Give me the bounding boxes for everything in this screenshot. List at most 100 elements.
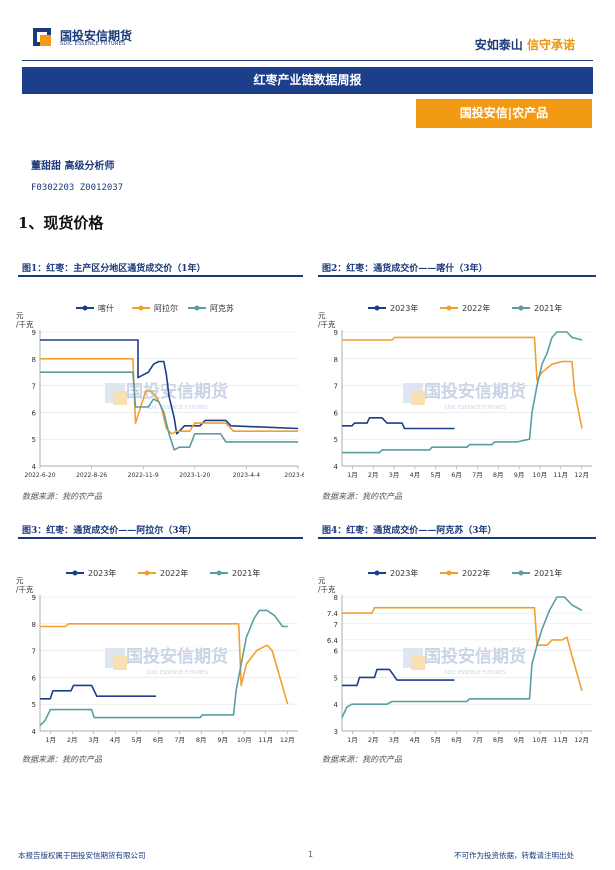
- y-tick-label: 7: [334, 621, 338, 629]
- watermark-text: 国投安信期货: [126, 381, 228, 402]
- x-tick-label: 3月: [389, 471, 400, 479]
- y-tick-label: 8: [334, 356, 338, 364]
- series-line-3: [342, 331, 583, 454]
- figure-1-title: 图1：红枣：主产区分地区通货成交价（1年）: [22, 264, 206, 274]
- legend-marker-3: [194, 305, 200, 311]
- figure-3-rule: [18, 537, 303, 539]
- x-tick-label: 2022-6-20: [24, 472, 55, 479]
- figure-1-rule: [18, 275, 303, 277]
- x-tick-label: 2月: [67, 736, 78, 744]
- y-tick-label: 6: [334, 648, 339, 656]
- y-tick-label: 5: [32, 701, 36, 709]
- y-tick-label: 8: [32, 356, 36, 364]
- legend-marker-3: [216, 570, 222, 576]
- figure-2-title: 图2：红枣：通货成交价——喀什（3年）: [322, 264, 488, 274]
- series-line-2: [40, 623, 289, 705]
- x-tick-label: 6月: [451, 736, 462, 744]
- series-line-3: [40, 371, 298, 451]
- watermark-logo-icon: [411, 656, 425, 670]
- legend-label-2: 2022年: [462, 303, 490, 313]
- legend-label-2: 阿拉尔: [154, 303, 178, 313]
- x-tick-label: 4月: [410, 471, 421, 479]
- legend-marker-2: [144, 570, 150, 576]
- logo-subtitle: SDIC ESSENCE FUTURES: [60, 41, 126, 47]
- y-tick-label: 6.4: [327, 637, 339, 645]
- figure-3-title: 图3：红枣：通货成交价——阿拉尔（3年）: [22, 526, 197, 536]
- y-tick-label: 8: [32, 621, 36, 629]
- category-tag: 国投安信|农产品: [416, 99, 592, 128]
- x-tick-label: 11月: [553, 736, 568, 744]
- x-tick-label: 10月: [533, 471, 548, 479]
- slogan-main: 安如泰山: [474, 38, 523, 52]
- legend-label-3: 2021年: [232, 568, 260, 578]
- x-tick-label: 8月: [196, 736, 207, 744]
- legend-label-1: 2023年: [390, 568, 418, 578]
- x-tick-label: 8月: [493, 471, 504, 479]
- y-unit-label: /千克: [16, 584, 34, 594]
- x-tick-label: 12月: [280, 736, 295, 744]
- slogan-accent: 信守承诺: [526, 38, 575, 52]
- x-tick-label: 1月: [347, 736, 358, 744]
- y-tick-label: 5: [32, 436, 36, 444]
- legend-label-1: 2023年: [88, 568, 116, 578]
- series-line-2: [342, 336, 583, 429]
- x-tick-label: 5月: [430, 471, 441, 479]
- y-tick-label: 5: [334, 674, 338, 682]
- x-tick-label: 12月: [574, 736, 589, 744]
- y-unit-label: 元: [318, 311, 326, 320]
- series-line-1: [40, 339, 299, 435]
- x-tick-label: 7月: [472, 471, 483, 479]
- series-line-1: [40, 684, 157, 700]
- x-tick-label: 2月: [368, 471, 379, 479]
- x-tick-label: 9月: [217, 736, 228, 744]
- legend-marker-1: [374, 305, 380, 311]
- y-tick-label: 9: [334, 329, 338, 337]
- y-tick-label: 6: [32, 409, 37, 417]
- y-tick-label: 7: [32, 648, 36, 656]
- figure-3-source: 数据来源：我的农产品: [22, 755, 102, 764]
- company-logo-icon: [33, 28, 51, 46]
- watermark-text: 国投安信期货: [126, 646, 228, 667]
- x-tick-label: 2023-6-1: [284, 472, 304, 479]
- legend-marker-1: [72, 570, 78, 576]
- page-number: 1: [308, 850, 314, 859]
- footer-copyright: 本报告版权属于国投安信期货有限公司: [18, 851, 146, 860]
- figure-4-rule: [318, 537, 596, 539]
- x-tick-label: 10月: [237, 736, 252, 744]
- y-tick-label: 5: [334, 436, 338, 444]
- x-tick-label: 3月: [88, 736, 99, 744]
- y-tick-label: 7: [334, 383, 338, 391]
- x-tick-label: 2023-1-20: [179, 472, 210, 479]
- x-tick-label: 1月: [45, 736, 56, 744]
- legend-marker-2: [446, 305, 452, 311]
- figure-1-source: 数据来源：我的农产品: [22, 492, 102, 501]
- header-divider: [22, 60, 593, 61]
- figure-4-title: 图4：红枣：通货成交价——阿克苏（3年）: [322, 526, 497, 536]
- watermark-logo-icon: [113, 391, 127, 405]
- watermark-logo-icon: [411, 391, 425, 405]
- y-tick-label: 9: [32, 594, 36, 602]
- figure-4-source: 数据来源：我的农产品: [322, 755, 402, 764]
- x-tick-label: 7月: [472, 736, 483, 744]
- y-tick-label: 6: [334, 409, 339, 417]
- y-tick-label: 7: [32, 383, 36, 391]
- y-tick-label: 3: [334, 728, 338, 736]
- x-tick-label: 7月: [174, 736, 185, 744]
- logo-text: 国投安信期货: [60, 29, 133, 43]
- watermark-logo-icon: [113, 656, 127, 670]
- x-tick-label: 2月: [368, 736, 379, 744]
- series-line-3: [39, 609, 288, 727]
- legend-label-3: 2021年: [534, 303, 562, 313]
- series-line-3: [341, 596, 583, 718]
- x-tick-label: 12月: [574, 471, 589, 479]
- footer-disclaimer: 不可作为投资依据，转载请注明出处: [454, 851, 574, 860]
- legend-label-1: 喀什: [98, 303, 114, 313]
- watermark-subtext: SDIC ESSENCE FUTURES: [146, 405, 207, 411]
- watermark-text: 国投安信期货: [424, 646, 526, 667]
- x-tick-label: 9月: [514, 471, 525, 479]
- x-tick-label: 10月: [533, 736, 548, 744]
- y-unit-label: 元: [16, 311, 24, 320]
